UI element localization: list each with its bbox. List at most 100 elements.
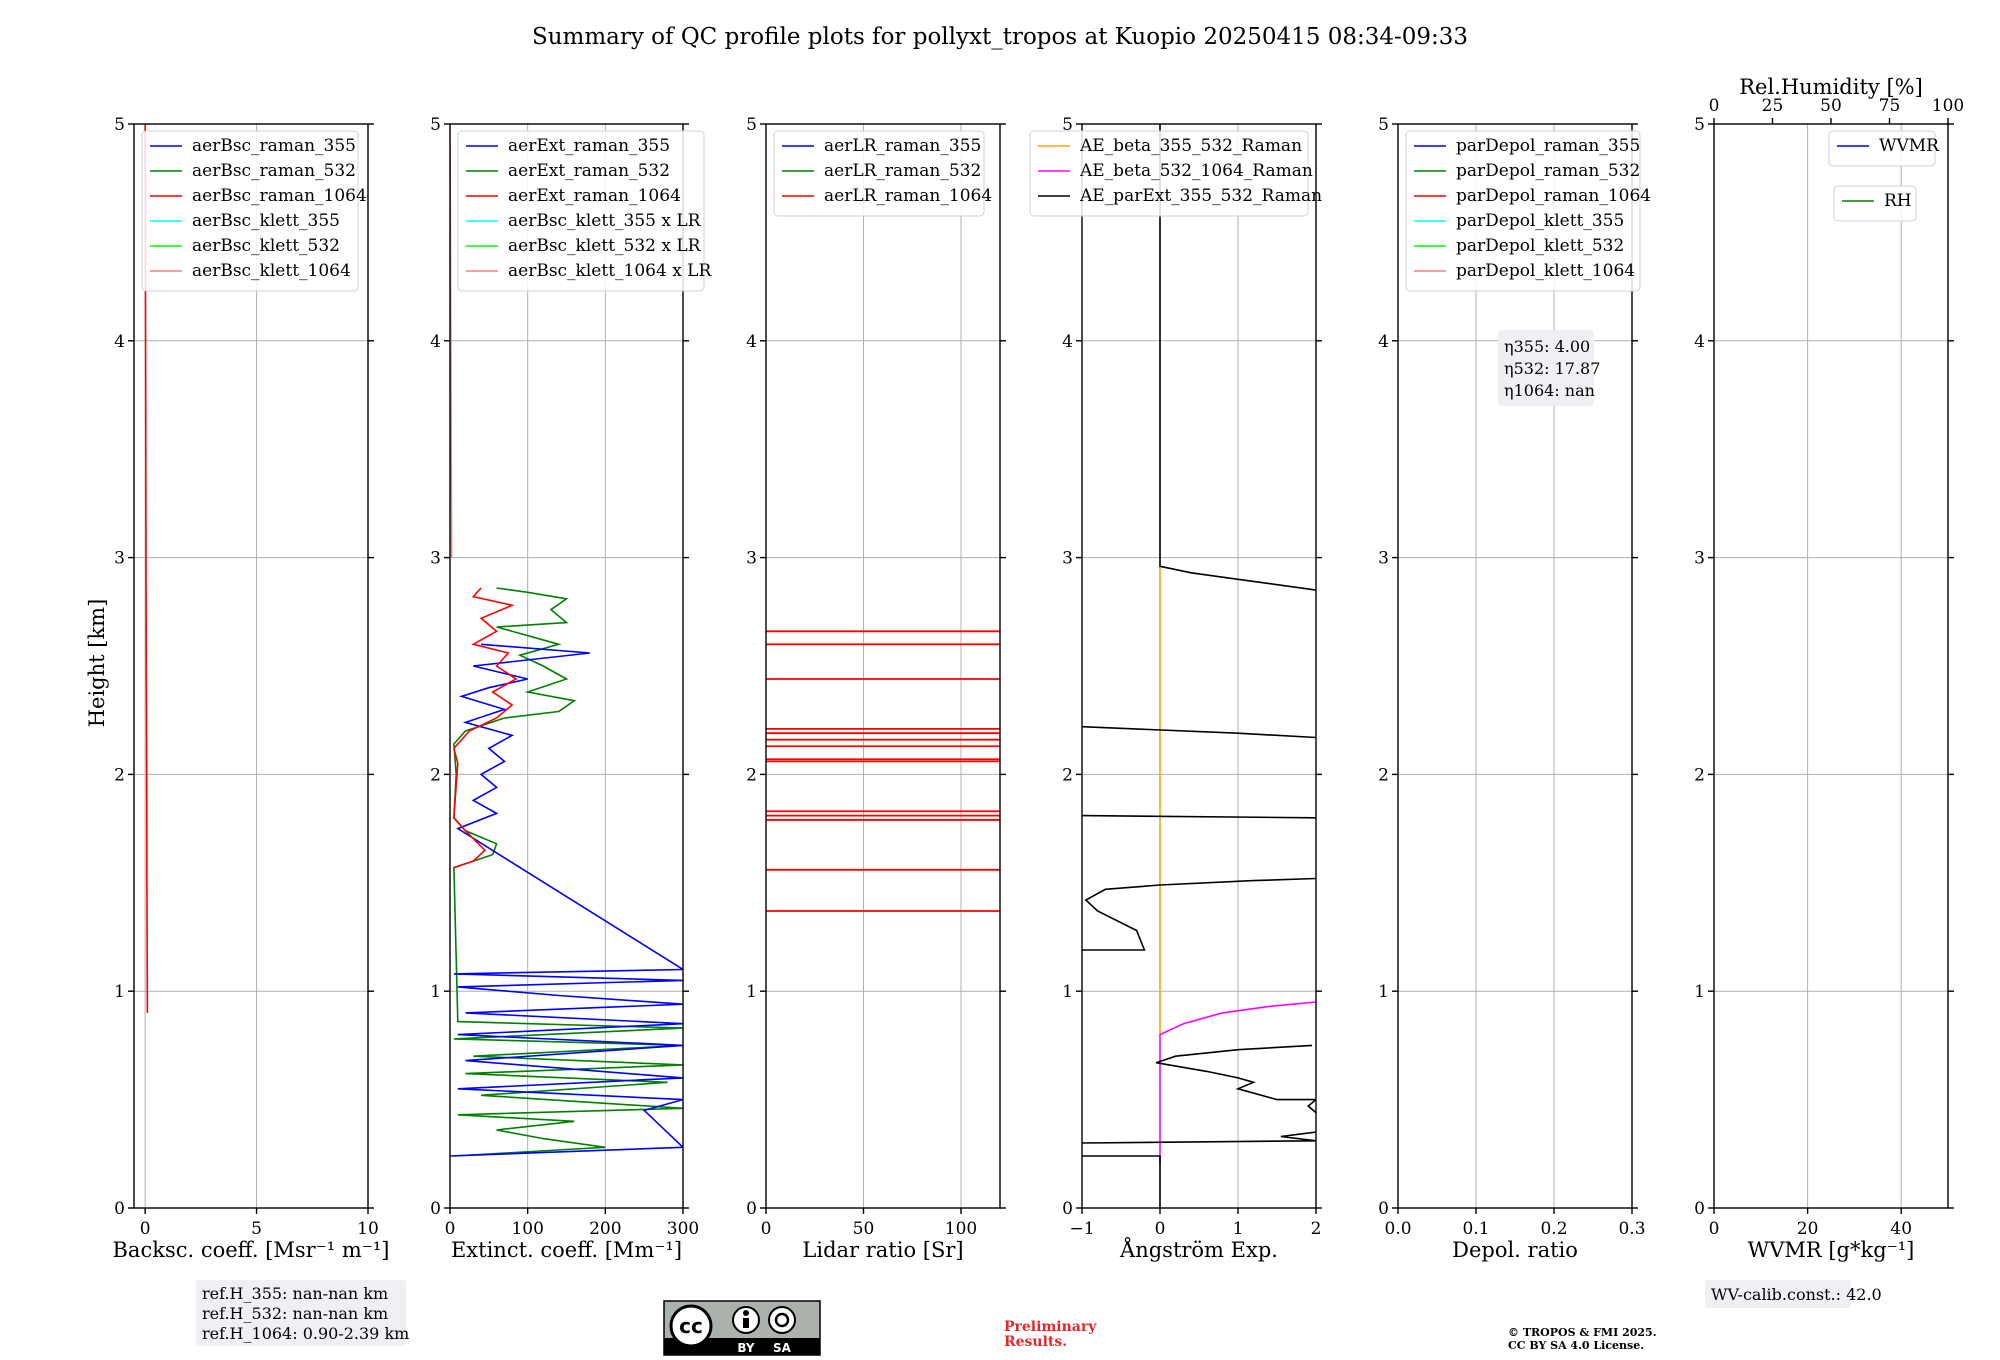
copyright-line2: CC BY SA 4.0 License. (1508, 1339, 1644, 1352)
x-tick-label: 50 (853, 1219, 875, 1239)
series-AE_parExt_355_532_Raman (1082, 725, 1316, 739)
preliminary-label-line2: Results. (1004, 1334, 1067, 1350)
axes-frame (1397, 123, 1633, 1209)
y-tick-label: 2 (114, 765, 125, 785)
legend-entry: aerExt_raman_355 (508, 136, 670, 156)
y-tick-label: 0 (114, 1199, 125, 1219)
y-tick-label: 2 (430, 765, 441, 785)
y-tick-label: 3 (746, 549, 757, 569)
x-tick-label: 0.1 (1462, 1219, 1489, 1239)
legend-entry: parDepol_klett_355 (1456, 211, 1624, 231)
badge-by-label: BY (737, 1341, 754, 1355)
legend-depol: parDepol_raman_355 parDepol_raman_532 parD… (1405, 130, 1651, 292)
eta-box: η355: 4.00 η532: 17.87 η1064: nan (1498, 330, 1600, 406)
y-tick-label: 4 (430, 332, 441, 352)
wv-calib-box: WV-calib.const.: 42.0 (1705, 1280, 1882, 1308)
legend-frame (141, 130, 359, 292)
y-tick-label: 2 (1062, 765, 1073, 785)
y-tick-label: 5 (1062, 115, 1073, 135)
x-tick-label: 0 (445, 1219, 456, 1239)
series-aerExt_raman_1064 (453, 587, 518, 869)
x-tick-label: −1 (1069, 1219, 1094, 1239)
legend-entry: parDepol_raman_532 (1456, 161, 1640, 181)
y-tick-label: 5 (114, 115, 125, 135)
legend-entry: aerLR_raman_355 (824, 136, 981, 156)
x-axis-label: Ångström Exp. (1119, 1237, 1278, 1262)
legend-entry: RH (1884, 191, 1912, 211)
axes-frame (133, 123, 369, 1209)
eta-box-bg (1498, 330, 1594, 406)
x-axis-label: Backsc. coeff. [Msr⁻¹ m⁻¹] (113, 1238, 390, 1262)
legend-entry: aerExt_raman_532 (508, 161, 670, 181)
series-AE_parExt_355_532_Raman (1082, 814, 1316, 819)
y-tick-label: 1 (1062, 982, 1073, 1002)
top-x-tick-label: 75 (1879, 96, 1901, 116)
y-tick-label: 3 (1378, 549, 1389, 569)
series-AE_parExt_355_532_Raman (1159, 124, 1316, 591)
y-tick-label: 1 (1694, 982, 1705, 1002)
y-tick-label: 4 (114, 332, 125, 352)
y-tick-label: 2 (1378, 765, 1389, 785)
y-tick-label: 0 (430, 1199, 441, 1219)
panel-wv: 0 20 40 0 1 2 3 4 5 WVMR [g*kg⁻¹] WVMR RH 0 25 50 75 100… (1694, 75, 1964, 1262)
top-x-tick-label: 0 (1709, 96, 1720, 116)
cc-logo-icon (669, 1304, 713, 1348)
x-tick-label: 2 (1311, 1219, 1322, 1239)
axes-frame (1081, 123, 1317, 1209)
y-tick-label: 0 (746, 1199, 757, 1219)
top-x-tick-label: 100 (1932, 96, 1964, 116)
top-x-axis-label: Rel.Humidity [%] (1739, 75, 1923, 99)
y-tick-label: 4 (1694, 332, 1705, 352)
legend-entry: aerLR_raman_532 (824, 161, 981, 181)
legend-entry: aerBsc_raman_355 (192, 136, 356, 156)
y-tick-label: 3 (430, 549, 441, 569)
legend-entry: AE_beta_355_532_Raman (1079, 136, 1302, 156)
axes-frame (1713, 123, 1949, 1209)
cc-by-sa-license-badge: cc BY SA (663, 1300, 821, 1356)
legend-lr: aerLR_raman_355 aerLR_raman_532 aerLR_rama… (773, 130, 992, 217)
badge-sa-label: SA (773, 1341, 792, 1355)
panel-ext: 0 100 200 300 0 1 2 3 4 5 Extinct. coeff. [Mm⁻¹] ae… (430, 115, 712, 1262)
eta-value: η532: 17.87 (1504, 359, 1600, 378)
x-tick-label: 20 (1797, 1219, 1819, 1239)
y-tick-label: 3 (1062, 549, 1073, 569)
legend-entry: aerBsc_klett_532 x LR (508, 236, 702, 256)
panel-depol: 0.0 0.1 0.2 0.3 0 1 2 3 4 5 Depol. ratio parDepol_r… (1378, 115, 1651, 1262)
legend-frame (1833, 185, 1917, 222)
y-tick-label: 0 (1378, 1199, 1389, 1219)
x-axis-label: Depol. ratio (1452, 1238, 1578, 1262)
y-tick-label: 5 (1378, 115, 1389, 135)
y-tick-label: 2 (1694, 765, 1705, 785)
x-tick-label: 0 (140, 1219, 151, 1239)
y-tick-label: 0 (1694, 1199, 1705, 1219)
legend-frame (457, 130, 705, 292)
ref-height-355: ref.H_355: nan-nan km (202, 1284, 388, 1303)
panel-lr: 0 50 100 0 1 2 3 4 5 Lidar ratio [Sr] aerLR_raman_… (746, 115, 1006, 1262)
x-tick-label: 5 (251, 1219, 262, 1239)
legend-rh: RH (1833, 185, 1917, 222)
legend-entry: aerBsc_klett_532 (192, 236, 340, 256)
y-tick-label: 1 (430, 982, 441, 1002)
legend-entry: AE_beta_532_1064_Raman (1079, 161, 1313, 181)
y-tick-label: 2 (746, 765, 757, 785)
x-tick-label: 0.3 (1618, 1219, 1645, 1239)
legend-ext: aerExt_raman_355 aerExt_raman_532 aerExt_r… (457, 130, 712, 292)
y-tick-label: 4 (1378, 332, 1389, 352)
x-tick-label: 200 (589, 1219, 621, 1239)
legend-entry: parDepol_raman_1064 (1456, 186, 1651, 206)
legend-entry: aerBsc_raman_532 (192, 161, 356, 181)
series-AE_beta_532_1064_Raman (1159, 1001, 1316, 1165)
sa-share-alike-icon (768, 1306, 796, 1334)
y-tick-label: 5 (746, 115, 757, 135)
series-AE_parExt_355_532_Raman (1082, 1155, 1161, 1208)
eta-value: η355: 4.00 (1504, 337, 1590, 356)
legend-entry: aerBsc_klett_355 (192, 211, 340, 231)
y-tick-label: 5 (430, 115, 441, 135)
ref-height-1064: ref.H_1064: 0.90-2.39 km (202, 1324, 409, 1343)
legend-entry: parDepol_klett_532 (1456, 236, 1624, 256)
legend-frame (773, 130, 985, 217)
legend-frame (1828, 130, 1936, 167)
legend-entry: parDepol_raman_355 (1456, 136, 1640, 156)
